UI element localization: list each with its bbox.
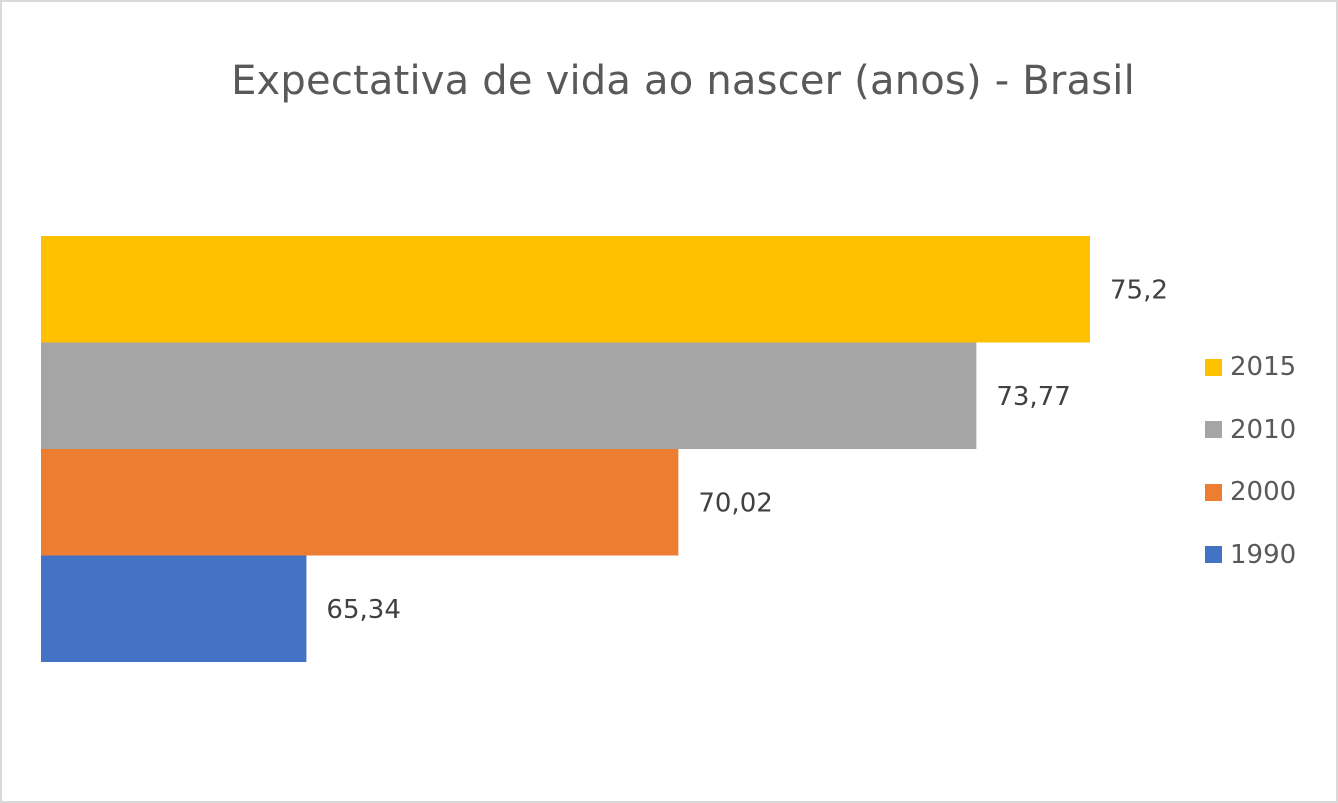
legend-item-2000: 2000 [1205,461,1296,524]
legend-label: 2015 [1230,352,1297,383]
chart-title: Expectativa de vida ao nascer (anos) - B… [231,58,1135,104]
legend-label: 2000 [1230,477,1297,508]
bar-2015 [41,236,1090,343]
legend-item-2015: 2015 [1205,336,1296,399]
legend-item-2010: 2010 [1205,399,1296,462]
legend-swatch [1205,358,1222,376]
bar-1990 [41,555,307,662]
chart-legend: 2015 2010 2000 1990 [1205,336,1296,586]
data-label-1990: 65,34 [326,595,400,625]
data-label-2000: 70,02 [698,488,772,518]
bar-2000 [41,449,679,556]
legend-swatch [1205,483,1222,501]
legend-swatch [1205,421,1222,439]
legend-swatch [1205,546,1222,564]
legend-item-1990: 1990 [1205,524,1296,587]
legend-label: 2010 [1230,414,1297,445]
bar-2010 [41,342,977,449]
data-label-2015: 75,2 [1110,275,1168,305]
legend-label: 1990 [1230,539,1297,570]
data-label-2010: 73,77 [996,382,1070,412]
